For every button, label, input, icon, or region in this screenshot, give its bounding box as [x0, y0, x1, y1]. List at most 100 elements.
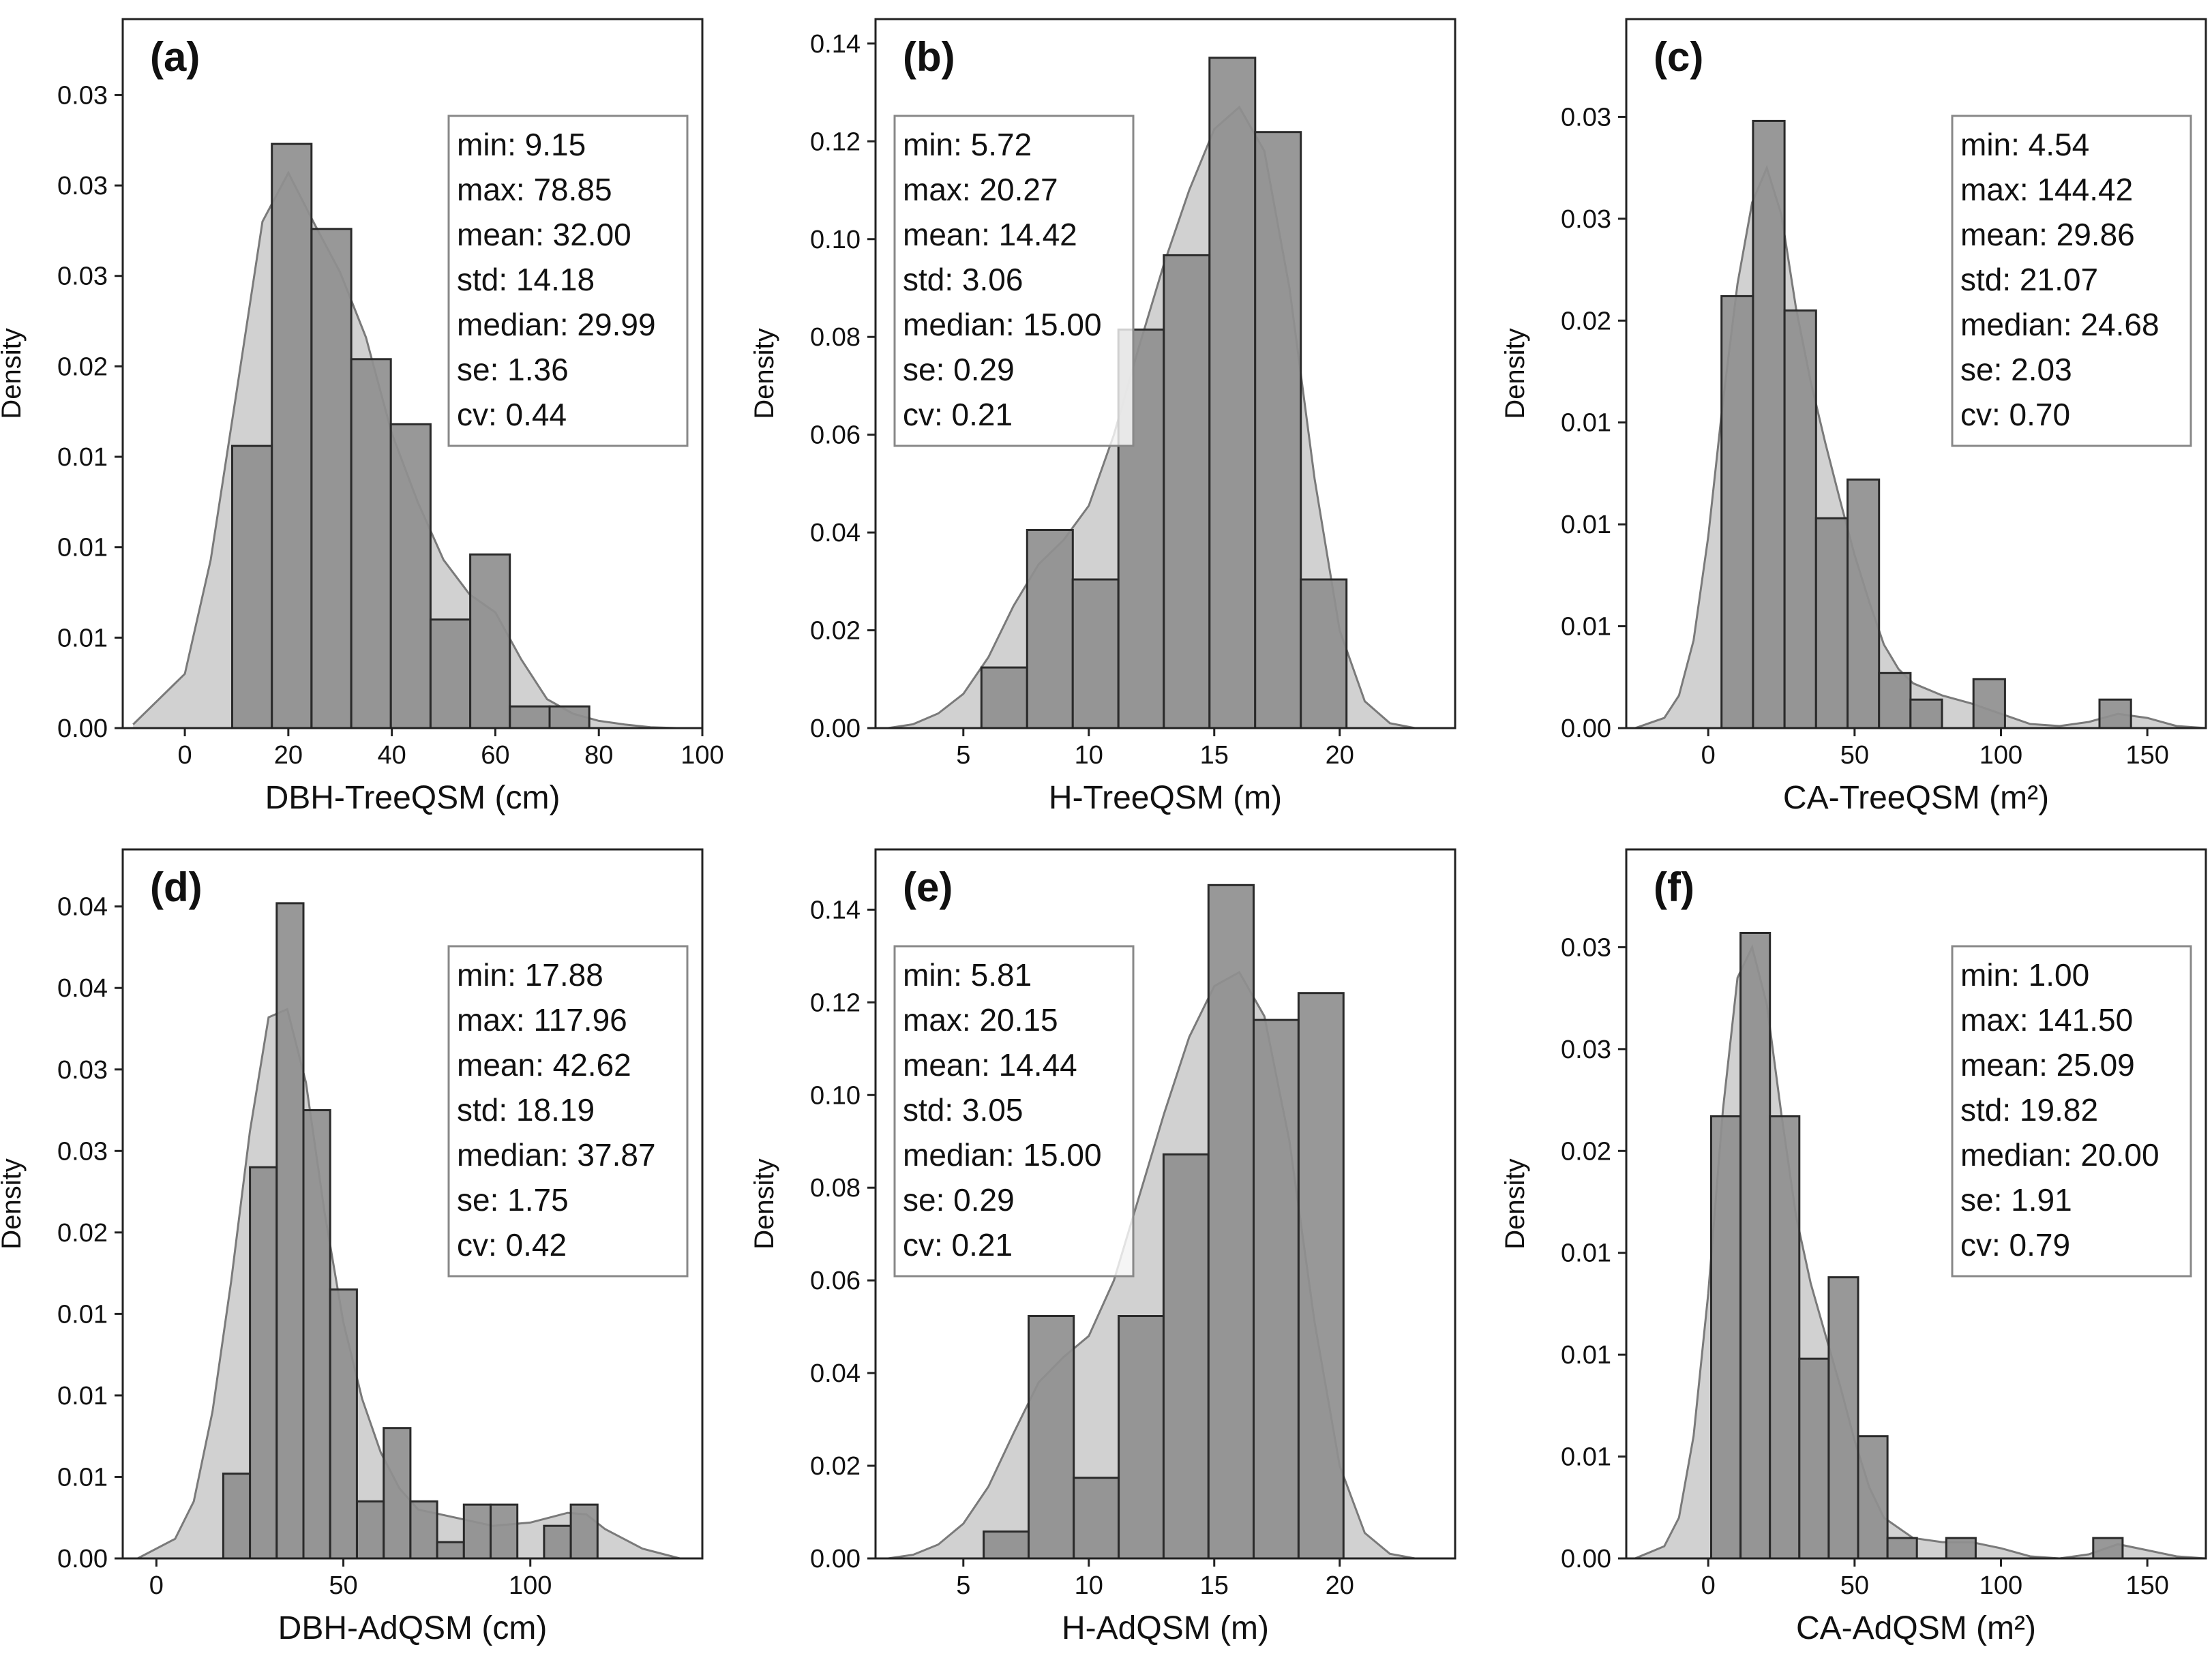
stats-legend-box — [893, 945, 1135, 1278]
stats-legend: min: 1.00 max: 141.50 mean: 25.09 std: 19.8… — [1951, 945, 2192, 1278]
stats-line: median: 24.68 — [1960, 307, 2159, 342]
histogram-bar — [1163, 254, 1211, 728]
stats-line: max: 144.42 — [1960, 172, 2133, 207]
x-tick-label: 15 — [1200, 741, 1229, 770]
histogram-bar — [1847, 478, 1881, 728]
histogram-bar — [2092, 1537, 2124, 1558]
plot-area — [888, 884, 1416, 1558]
histogram-bar — [356, 1500, 385, 1558]
histogram-bar — [271, 142, 313, 728]
y-tick-label: 0.01 — [1561, 1443, 1611, 1472]
x-tick-label: 5 — [956, 741, 970, 770]
y-tick-label: 0.06 — [810, 1267, 861, 1295]
x-tick-label: 0 — [178, 741, 192, 770]
histogram-bar — [1945, 1537, 1977, 1558]
stats-line: cv: 0.42 — [457, 1227, 567, 1263]
stats-line: median: 15.00 — [903, 307, 1102, 342]
histogram-bar — [548, 705, 591, 728]
stats-line: std: 14.18 — [457, 262, 595, 297]
x-tick-label: 100 — [509, 1571, 552, 1600]
stats-line: median: 29.99 — [457, 307, 656, 342]
y-tick-label: 0.01 — [1561, 409, 1611, 438]
histogram-bar — [1720, 295, 1754, 728]
histogram-bar — [1739, 932, 1772, 1558]
y-tick-label: 0.01 — [57, 534, 108, 562]
histogram-bar — [1814, 517, 1849, 728]
y-tick-label: 0.03 — [1561, 933, 1611, 962]
histogram-bar — [1162, 1153, 1210, 1558]
stats-legend: min: 5.81 max: 20.15 mean: 14.44 std: 3.05 m… — [893, 945, 1135, 1278]
x-tick-label: 100 — [1979, 1571, 2022, 1600]
histogram-bar — [1827, 1276, 1859, 1558]
histogram-bar — [1207, 884, 1255, 1558]
y-tick-label: 0.04 — [57, 974, 108, 1003]
stats-line: std: 3.06 — [903, 262, 1023, 297]
x-axis-label: DBH-AdQSM (cm) — [278, 1610, 548, 1646]
y-axis-label: Density — [1500, 1158, 1530, 1249]
x-tick-label: 50 — [1840, 741, 1869, 770]
y-axis-label: Density — [1500, 328, 1530, 419]
stats-line: max: 117.96 — [457, 1002, 627, 1038]
x-tick-label: 10 — [1075, 1571, 1103, 1600]
y-tick-label: 0.14 — [810, 896, 861, 924]
histogram-bar — [275, 902, 305, 1558]
y-tick-label: 0.03 — [57, 1056, 108, 1085]
histogram-bar — [490, 1503, 519, 1558]
stats-legend-box — [447, 115, 689, 447]
histogram-bar — [2098, 698, 2132, 728]
x-tick-label: 150 — [2125, 1571, 2168, 1600]
chart-panel-3: 0 50 100 150 0.00 0.01 0.01 0.01 0.02 0.03 0.03 CA-… — [1500, 18, 2207, 816]
x-tick-label: 150 — [2125, 741, 2168, 770]
x-axis-label: DBH-TreeQSM (cm) — [265, 780, 561, 816]
y-tick-label: 0.03 — [57, 172, 108, 200]
y-tick-label: 0.14 — [810, 30, 861, 59]
stats-legend-box — [1951, 945, 2192, 1278]
stats-line: std: 21.07 — [1960, 262, 2098, 297]
x-tick-label: 5 — [956, 1571, 970, 1600]
y-tick-label: 0.00 — [810, 1545, 861, 1573]
histogram-bar — [1300, 578, 1348, 728]
x-axis-label: H-AdQSM (m) — [1062, 1610, 1269, 1646]
x-tick-label: 100 — [681, 741, 723, 770]
chart-panel-5: 5 10 15 20 0.00 0.02 0.04 0.06 0.08 0.10 0.12 0.14 H… — [749, 848, 1456, 1646]
y-tick-label: 0.03 — [1561, 1036, 1611, 1064]
histogram-bar — [1253, 1018, 1300, 1558]
y-tick-label: 0.02 — [57, 352, 108, 381]
histogram-bar — [429, 618, 472, 728]
y-tick-label: 0.01 — [57, 1300, 108, 1329]
y-tick-label: 0.03 — [57, 262, 108, 291]
histogram-bar — [310, 228, 353, 728]
y-tick-label: 0.01 — [1561, 511, 1611, 539]
x-tick-label: 60 — [481, 741, 509, 770]
y-tick-label: 0.01 — [57, 1463, 108, 1492]
stats-legend-box — [447, 945, 689, 1278]
y-tick-label: 0.04 — [810, 1359, 861, 1388]
histogram-bar — [1118, 1315, 1165, 1558]
histogram-bar — [1972, 678, 2006, 728]
y-tick-label: 0.01 — [57, 624, 108, 652]
stats-line: se: 0.29 — [903, 1182, 1015, 1218]
histogram-bar — [1710, 1115, 1742, 1558]
stats-line: se: 0.29 — [903, 352, 1015, 387]
plot-area — [137, 902, 681, 1558]
stats-line: se: 1.91 — [1960, 1182, 2072, 1218]
plot-frame — [1625, 848, 2207, 1560]
stats-line: mean: 29.86 — [1960, 217, 2135, 252]
histogram-bar — [389, 423, 432, 728]
x-axis-label: H-TreeQSM (m) — [1049, 780, 1282, 816]
y-tick-label: 0.12 — [810, 127, 861, 156]
stats-line: mean: 14.42 — [903, 217, 1077, 252]
x-tick-label: 10 — [1075, 741, 1103, 770]
plot-frame — [874, 18, 1456, 729]
y-tick-label: 0.00 — [810, 714, 861, 743]
stats-line: min: 9.15 — [457, 127, 586, 162]
y-tick-label: 0.08 — [810, 323, 861, 352]
chart-panel-1: 0 20 40 60 80 100 0.00 0.01 0.01 0.01 0.02 0.03 0.03… — [0, 18, 724, 816]
histogram-bar — [509, 705, 551, 728]
panel-label: (f) — [1654, 864, 1694, 910]
histogram-bar — [469, 553, 511, 728]
x-tick-label: 100 — [1979, 741, 2022, 770]
x-tick-label: 0 — [1701, 1571, 1716, 1600]
y-tick-label: 0.12 — [810, 989, 861, 1017]
